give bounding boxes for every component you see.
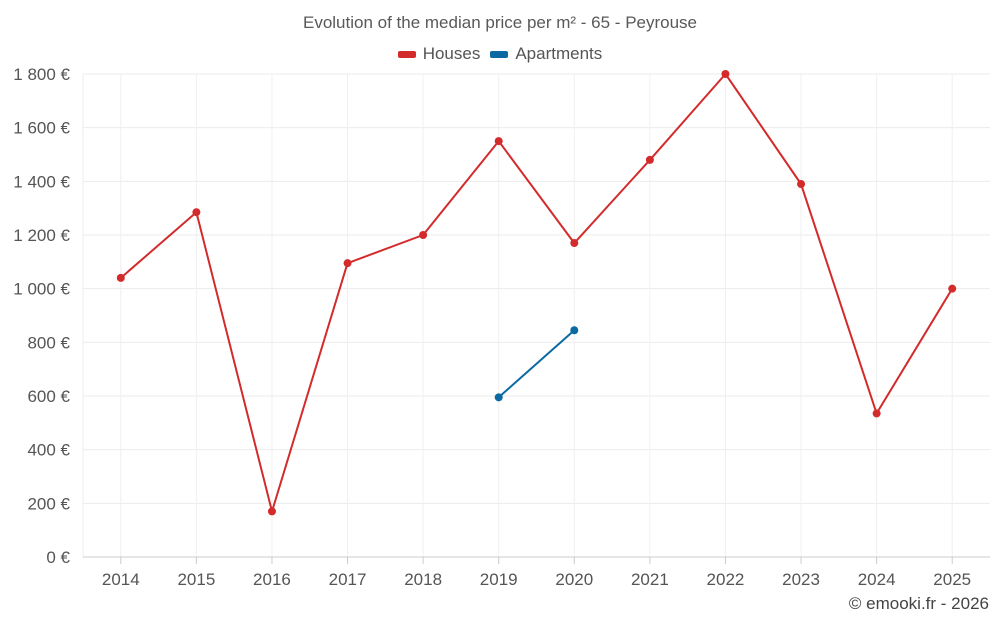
data-point-houses	[192, 208, 201, 217]
x-tick-label: 2017	[329, 570, 367, 589]
data-point-houses	[267, 507, 276, 516]
data-point-houses	[872, 409, 881, 418]
data-point-houses	[948, 284, 957, 293]
series-line-houses	[120, 73, 954, 513]
x-tick-label: 2020	[555, 570, 593, 589]
data-point-houses	[797, 180, 806, 189]
series-line-apartments	[498, 329, 575, 399]
x-tick-label: 2024	[858, 570, 896, 589]
y-tick-label: 0 €	[46, 548, 70, 567]
data-point-houses	[116, 273, 125, 282]
y-tick-label: 1 400 €	[13, 172, 70, 191]
legend-swatch-apartments	[490, 50, 509, 58]
y-tick-label: 200 €	[27, 494, 70, 513]
x-tick-label: 2022	[707, 570, 745, 589]
data-point-houses	[343, 259, 352, 268]
x-tick-label: 2016	[253, 570, 291, 589]
x-tick-label: 2014	[102, 570, 140, 589]
x-tick-label: 2018	[404, 570, 442, 589]
y-tick-label: 1 800 €	[13, 65, 70, 84]
x-tick-label: 2025	[933, 570, 971, 589]
legend-label-houses: Houses	[422, 44, 481, 63]
data-point-houses	[721, 70, 730, 78]
data-point-houses	[570, 239, 579, 248]
y-tick-label: 1 000 €	[13, 280, 70, 299]
data-point-houses	[645, 155, 654, 164]
legend-item-apartments[interactable]: Apartments	[490, 44, 602, 64]
x-tick-label: 2019	[480, 570, 518, 589]
y-tick-label: 1 200 €	[13, 226, 70, 245]
legend-swatch-houses	[397, 50, 416, 58]
y-tick-label: 800 €	[27, 333, 70, 352]
data-point-houses	[419, 231, 428, 239]
y-tick-label: 400 €	[27, 441, 70, 460]
data-point-houses	[494, 137, 503, 146]
legend-item-houses[interactable]: Houses	[397, 44, 481, 64]
legend-label-apartments: Apartments	[515, 44, 603, 63]
y-tick-label: 600 €	[27, 387, 70, 406]
x-tick-label: 2021	[631, 570, 669, 589]
data-point-apartments	[494, 393, 503, 402]
x-tick-label: 2015	[177, 570, 215, 589]
chart-legend: Houses Apartments	[0, 44, 1000, 64]
x-tick-label: 2023	[782, 570, 820, 589]
data-point-apartments	[570, 326, 579, 335]
chart-title: Evolution of the median price per m² - 6…	[302, 13, 698, 32]
credit-text: © emooki.fr - 2026	[848, 594, 989, 613]
y-tick-label: 1 600 €	[13, 119, 70, 138]
